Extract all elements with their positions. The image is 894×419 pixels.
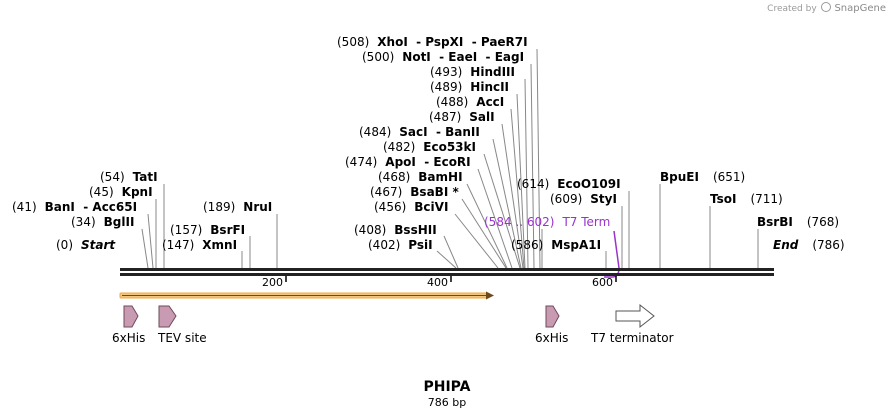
site-bsrbi[interactable]: BsrBI (768): [757, 215, 839, 229]
site-eco53ki[interactable]: (482) Eco53kI: [383, 140, 476, 154]
plasmid-length: 786 bp: [427, 396, 467, 409]
sequence-strand-bottom: [120, 273, 774, 276]
site-kpni[interactable]: (45) KpnI: [89, 185, 153, 199]
site-styi[interactable]: (609) StyI: [550, 192, 617, 206]
site-bsrfi[interactable]: (157) BsrFI: [170, 223, 245, 237]
site-xmni[interactable]: (147) XmnI: [162, 238, 237, 252]
tick-label-600: 600: [592, 276, 613, 289]
site-noti[interactable]: (500) NotI - EaeI - EagI: [362, 50, 524, 64]
site-bcivi[interactable]: (456) BciVI: [374, 200, 448, 214]
sequence-strand-top: [120, 268, 774, 271]
site-hincii[interactable]: (489) HincII: [430, 80, 509, 94]
svg-text:TEV site: TEV site: [157, 331, 207, 345]
feature-6xhis-1[interactable]: 6xHis: [112, 305, 145, 345]
svg-text:6xHis: 6xHis: [535, 331, 568, 345]
site-apoi[interactable]: (474) ApoI - EcoRI: [345, 155, 471, 169]
plasmid-title-block: PHIPA 786 bp: [0, 379, 894, 409]
site-acci[interactable]: (488) AccI: [436, 95, 504, 109]
site-tati[interactable]: (54) TatI: [100, 170, 158, 184]
t7-term-label[interactable]: (584 .. 602) T7 Term: [484, 215, 610, 229]
svg-text:T7 terminator: T7 terminator: [590, 331, 674, 345]
site-bani[interactable]: (41) BanI - Acc65I: [12, 200, 137, 214]
site-bpuei[interactable]: BpuEI (651): [660, 170, 745, 184]
feature-t7-terminator[interactable]: T7 terminator: [590, 303, 674, 345]
site-bsshii[interactable]: (408) BssHII: [354, 223, 437, 237]
plasmid-name: PHIPA: [423, 379, 471, 395]
site-labels: (508) XhoI - PspXI - PaeR7I (500) NotI - E…: [12, 35, 845, 252]
feature-tev-site[interactable]: TEV site: [157, 305, 207, 345]
site-hindiii[interactable]: (493) HindIII: [430, 65, 515, 79]
site-bamhi[interactable]: (468) BamHI: [378, 170, 463, 184]
site-tsoi[interactable]: TsoI (711): [710, 192, 783, 206]
site-saci[interactable]: (484) SacI - BanII: [359, 125, 480, 139]
snapgene-logo-icon: [820, 2, 831, 12]
tick-label-400: 400: [427, 276, 448, 289]
svg-text:6xHis: 6xHis: [112, 331, 145, 345]
map-end-label: End (786): [773, 238, 845, 252]
leader-lines: [141, 48, 759, 269]
tick-label-200: 200: [262, 276, 283, 289]
site-ecoo109i[interactable]: (614) EcoO109I: [517, 177, 621, 191]
ruler: 200 400 600: [262, 276, 617, 289]
credit-text: Created by: [767, 4, 817, 14]
orf-arrow[interactable]: [119, 291, 494, 300]
snapgene-credit: Created by SnapGene: [767, 2, 886, 14]
site-nrui[interactable]: (189) NruI: [203, 200, 272, 214]
feature-6xhis-2[interactable]: 6xHis: [535, 305, 568, 345]
site-sali[interactable]: (487) SalI: [429, 110, 495, 124]
site-bsabi[interactable]: (467) BsaBI *: [370, 185, 459, 199]
map-start-label: (0) Start: [56, 238, 116, 252]
site-bglii[interactable]: (34) BglII: [71, 215, 134, 229]
site-mspa1i[interactable]: (586) MspA1I: [511, 238, 601, 252]
site-xhoi[interactable]: (508) XhoI - PspXI - PaeR7I: [337, 35, 528, 49]
site-psii[interactable]: (402) PsiI: [368, 238, 433, 252]
credit-brand: SnapGene: [834, 3, 886, 14]
